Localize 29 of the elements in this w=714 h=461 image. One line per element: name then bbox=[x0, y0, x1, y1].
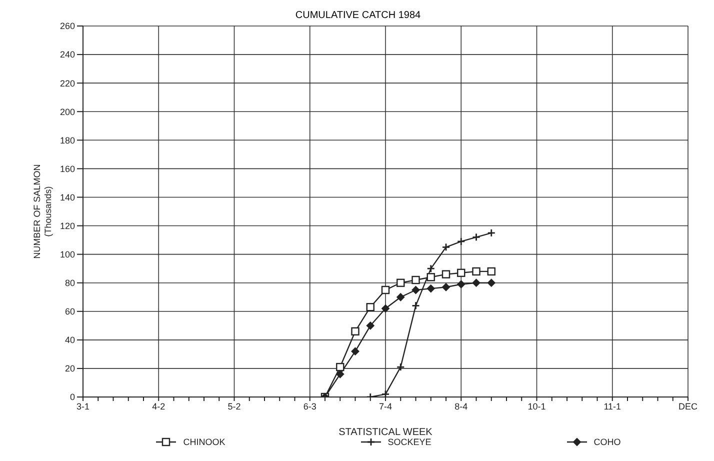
x-tick-label: DEC bbox=[678, 401, 698, 412]
legend-label: SOCKEYE bbox=[388, 437, 432, 447]
x-tick-label: 10-1 bbox=[528, 401, 546, 412]
y-tick-label: 160 bbox=[60, 164, 75, 174]
y-tick-label: 80 bbox=[64, 278, 75, 288]
x-axis-title: STATISTICAL WEEK bbox=[338, 427, 433, 438]
y-axis-title: NUMBER OF SALMON (Thousands) bbox=[32, 164, 53, 259]
x-tick-label: 7-4 bbox=[378, 401, 392, 412]
y-tick-label: 180 bbox=[60, 135, 75, 146]
x-tick-label: 4-2 bbox=[152, 401, 166, 412]
y-tick-label: 100 bbox=[60, 250, 75, 260]
x-tick-label: 11-1 bbox=[604, 401, 622, 412]
x-tick-label: 5-2 bbox=[228, 401, 241, 412]
y-tick-label: 60 bbox=[64, 306, 75, 317]
y-tick-label: 40 bbox=[64, 335, 75, 346]
legend-label: CHINOOK bbox=[183, 437, 226, 447]
y-tick-label: 200 bbox=[60, 106, 75, 117]
y-tick-label: 260 bbox=[60, 21, 75, 32]
y-tick-label: 0 bbox=[70, 392, 75, 402]
y-tick-label: 240 bbox=[60, 50, 75, 60]
x-tick-label: 8-4 bbox=[454, 401, 468, 412]
legend-label: COHO bbox=[594, 437, 621, 447]
x-tick-label: 3-1 bbox=[76, 401, 90, 412]
chart-title: CUMULATIVE CATCH 1984 bbox=[294, 10, 422, 21]
y-tick-label: 20 bbox=[64, 364, 75, 374]
y-tick-label: 220 bbox=[60, 78, 75, 88]
x-tick-label: 6-3 bbox=[303, 401, 316, 412]
y-tick-label: 120 bbox=[60, 220, 75, 231]
y-tick-label: 140 bbox=[60, 192, 75, 202]
